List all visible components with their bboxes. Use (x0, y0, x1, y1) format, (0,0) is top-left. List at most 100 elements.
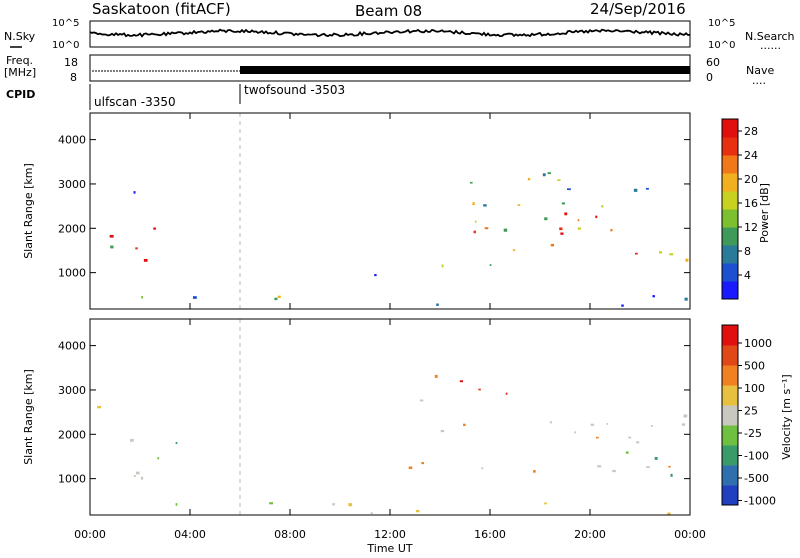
colorbar-tick-label: 20 (744, 173, 758, 186)
colorbar-segment (722, 209, 738, 228)
scatter-cell (130, 438, 134, 442)
noise-panel-frame (89, 20, 691, 48)
scatter-cell (577, 219, 580, 222)
x-tick-label: 12:00 (374, 528, 406, 541)
scatter-cell (277, 295, 281, 298)
scatter-cell (133, 474, 136, 477)
scatter-cell (348, 503, 353, 507)
scatter-cell (469, 181, 473, 184)
velocity-scatter-data (97, 319, 688, 515)
scatter-cell (567, 188, 571, 191)
scatter-cell (478, 388, 481, 391)
scatter-cell (595, 436, 599, 439)
noise-search-label: N.Search (745, 30, 795, 43)
scatter-cell (274, 297, 278, 301)
colorbar-tick-label: 12 (744, 221, 758, 234)
colorbar-segment (722, 155, 738, 174)
power-colorbar-label: Power [dB] (758, 183, 771, 243)
frequency-band-twofsound (240, 66, 690, 74)
scatter-cell (489, 264, 492, 266)
scatter-cell (135, 471, 140, 475)
scatter-cell (503, 228, 508, 232)
scatter-cell (610, 229, 613, 232)
scatter-cell (544, 502, 547, 505)
colorbar-tick-label: -100 (744, 450, 769, 463)
frequency-panel: Freq. [MHz] 18 8 60 0 Nave .... (4, 54, 774, 87)
scatter-cell (621, 304, 624, 307)
noise-tick-right-low: 10^0 (708, 40, 735, 51)
scatter-cell (544, 217, 548, 221)
x-tick-label: 00:00 (74, 528, 106, 541)
scatter-cell (109, 235, 114, 238)
cpid-segment-2: twofsound -3503 (244, 83, 345, 97)
power-panel-frame (89, 112, 691, 310)
y-tick-label: 2000 (58, 222, 86, 235)
x-tick-label: 16:00 (474, 528, 506, 541)
colorbar-tick-label: -25 (744, 427, 762, 440)
scatter-cell (421, 462, 425, 465)
frequency-tick-high: 18 (64, 56, 78, 69)
velocity-y-ticks: 1000 2000 3000 4000 (58, 340, 690, 486)
scatter-cell (110, 245, 114, 249)
frequency-label-line1: Freq. (6, 54, 33, 67)
velocity-panel-frame (89, 318, 691, 516)
colorbar-frame (721, 324, 739, 506)
scatter-cell (481, 467, 484, 470)
scatter-cell (549, 421, 553, 424)
velocity-colorbar: 1000 500 100 25 -25 -100 -500 -1000 (721, 324, 776, 508)
power-colorbar: 4 8 12 16 20 24 28 (721, 118, 758, 300)
cpid-label: CPID (6, 88, 35, 101)
scatter-cell (483, 204, 487, 207)
frequency-label-line2: [MHz] (4, 66, 36, 79)
colorbar-segment (722, 245, 738, 264)
beam-title: Beam 08 (355, 2, 422, 20)
y-tick-label: 4000 (58, 134, 86, 147)
scatter-cell (459, 380, 464, 383)
colorbar-segment (722, 405, 738, 426)
scatter-cell (560, 232, 564, 235)
scatter-cell (419, 399, 424, 402)
time-axis-label: Time UT (366, 542, 412, 554)
colorbar-tick-label: 4 (744, 269, 751, 282)
scatter-cell (484, 227, 489, 230)
colorbar-tick-label: 25 (744, 405, 758, 418)
y-tick-label: 1000 (58, 267, 86, 280)
scatter-cell (625, 451, 629, 454)
x-tick-label: 04:00 (174, 528, 206, 541)
colorbar-segment (722, 365, 738, 386)
scatter-cell (597, 465, 602, 468)
scatter-cell (685, 258, 689, 262)
colorbar-segment (722, 325, 738, 346)
colorbar-segment (722, 119, 738, 138)
colorbar-segment (722, 173, 738, 192)
colorbar-tick-label: 8 (744, 245, 751, 258)
scatter-cell (517, 204, 521, 206)
scatter-cell (635, 252, 638, 255)
scatter-cell (436, 303, 439, 307)
y-tick-label: 2000 (58, 428, 86, 441)
y-tick-label: 4000 (58, 340, 86, 353)
noise-tick-left-low: 10^0 (52, 40, 79, 51)
scatter-cell (669, 253, 674, 256)
scatter-cell (658, 251, 663, 254)
colorbar-segment (722, 263, 738, 282)
scatter-cell (370, 512, 373, 515)
colorbar-segment (722, 465, 738, 486)
colorbar-tick-label: 500 (744, 360, 765, 373)
scatter-cell (141, 296, 143, 299)
scatter-cell (157, 457, 160, 460)
noise-tick-right-high: 10^5 (708, 18, 735, 29)
colorbar-tick-label: -1000 (744, 495, 776, 508)
y-tick-label: 1000 (58, 473, 86, 486)
frequency-tick-low: 8 (70, 71, 77, 84)
scatter-cell (463, 423, 466, 427)
scatter-cell (561, 202, 565, 205)
scatter-cell (590, 423, 595, 426)
scatter-cell (473, 230, 476, 234)
nave-tick-low: 0 (706, 71, 713, 84)
colorbar-segment (722, 227, 738, 246)
scatter-cell (684, 297, 688, 301)
scatter-cell (269, 502, 274, 505)
scatter-cell (133, 191, 136, 194)
noise-tick-left-high: 10^5 (52, 18, 79, 29)
